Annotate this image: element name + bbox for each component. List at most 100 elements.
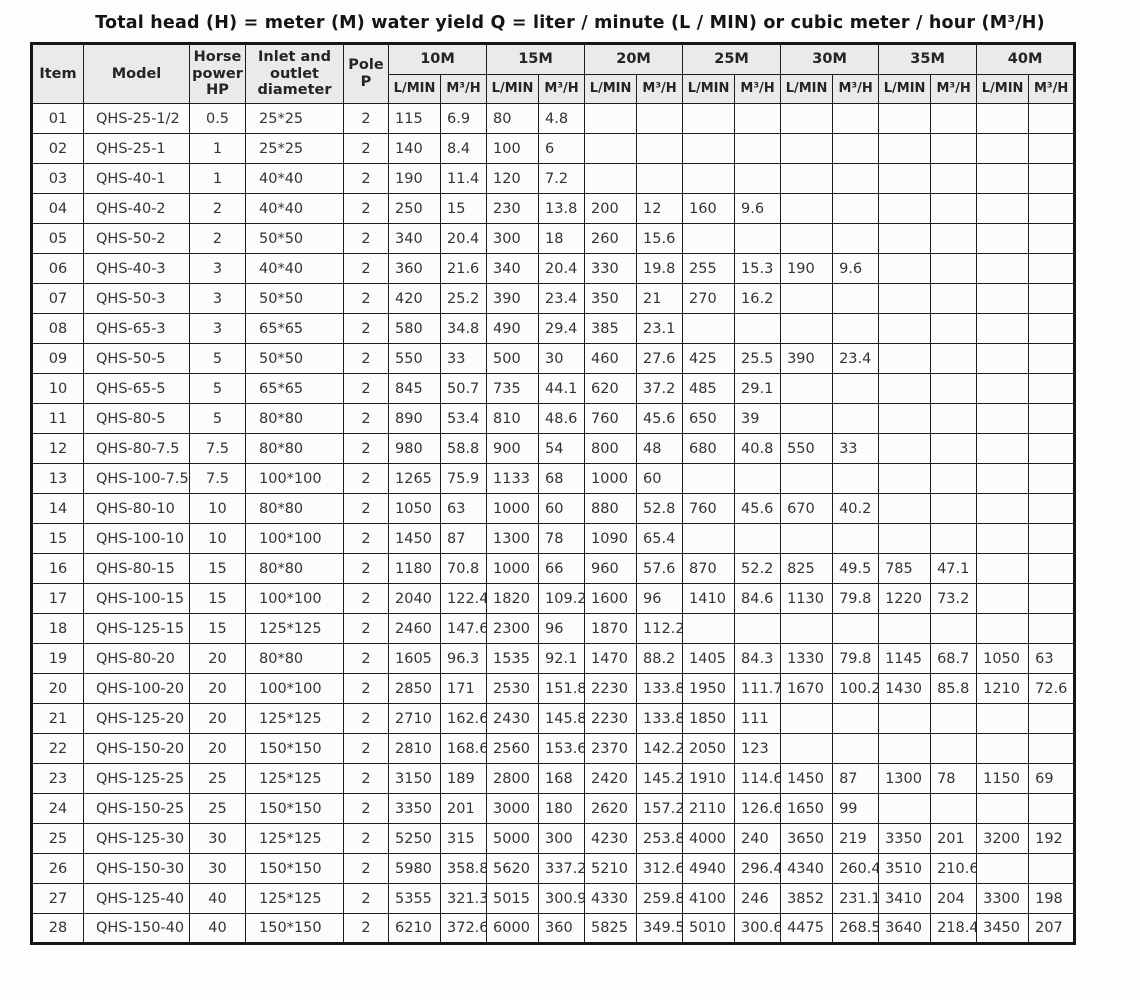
cell-lmin: 2230 <box>584 703 638 734</box>
cell-model: QHS-40-3 <box>83 253 190 284</box>
cell-lmin: 3200 <box>976 823 1030 854</box>
cell-lmin: 670 <box>780 493 834 524</box>
cell-diameter: 50*50 <box>245 223 344 254</box>
cell-lmin: 1405 <box>682 643 736 674</box>
cell-lmin: 550 <box>388 343 441 374</box>
cell-lmin: 1000 <box>486 553 540 584</box>
cell-m3h: 114.6 <box>734 763 782 794</box>
cell-m3h: 349.5 <box>636 913 684 944</box>
cell-lmin: 250 <box>388 193 441 224</box>
sub-header-m3h: M³/H <box>832 74 880 104</box>
cell-pole: 2 <box>343 703 389 734</box>
cell-lmin: 1950 <box>682 673 736 704</box>
cell-diameter: 40*40 <box>245 253 344 284</box>
table-row: 06 QHS-40-3 3 40*40 2 360 21.6 340 20.4 330 19.8 25… <box>31 253 1076 284</box>
header-row-units: L/MIN M³/H L/MIN M³/H L/MIN M³/H L/MIN M… <box>32 74 1076 104</box>
cell-model: QHS-50-3 <box>83 283 190 314</box>
table-row: 09 QHS-50-5 5 50*50 2 550 33 500 30 460 27.6 425 25.… <box>31 343 1076 374</box>
cell-lmin: 1410 <box>682 583 736 614</box>
cell-lmin <box>878 313 932 344</box>
cell-diameter: 125*125 <box>245 823 344 854</box>
cell-item: 03 <box>31 163 84 194</box>
cell-item: 06 <box>31 253 84 284</box>
cell-m3h <box>930 253 978 284</box>
cell-m3h <box>1028 163 1076 194</box>
cell-lmin <box>878 343 932 374</box>
cell-m3h: 268.5 <box>832 913 880 944</box>
cell-model: QHS-150-25 <box>83 793 190 824</box>
cell-m3h: 296.4 <box>734 853 782 884</box>
cell-lmin: 5000 <box>486 823 540 854</box>
col-header-model: Model <box>83 43 190 104</box>
cell-m3h: 78 <box>930 763 978 794</box>
cell-m3h: 15.6 <box>636 223 684 254</box>
cell-lmin: 825 <box>780 553 834 584</box>
cell-m3h: 23.4 <box>538 283 586 314</box>
cell-model: QHS-50-2 <box>83 223 190 254</box>
cell-hp: 5 <box>189 373 246 404</box>
cell-lmin: 1430 <box>878 673 932 704</box>
cell-item: 14 <box>31 493 84 524</box>
cell-m3h: 44.1 <box>538 373 586 404</box>
cell-m3h: 88.2 <box>636 643 684 674</box>
cell-m3h: 23.4 <box>832 343 880 374</box>
cell-lmin: 1850 <box>682 703 736 734</box>
cell-lmin <box>878 703 932 734</box>
cell-m3h <box>636 103 684 134</box>
cell-m3h <box>734 223 782 254</box>
cell-lmin <box>780 313 834 344</box>
cell-lmin: 190 <box>780 253 834 284</box>
cell-pole: 2 <box>343 823 389 854</box>
cell-lmin: 880 <box>584 493 638 524</box>
cell-m3h <box>1028 223 1076 254</box>
cell-lmin: 1300 <box>878 763 932 794</box>
cell-m3h <box>734 523 782 554</box>
table-row: 10 QHS-65-5 5 65*65 2 845 50.7 735 44.1 620 37.2 48… <box>31 373 1076 404</box>
cell-lmin: 1910 <box>682 763 736 794</box>
cell-lmin: 1870 <box>584 613 638 644</box>
cell-lmin: 5825 <box>584 913 638 944</box>
col-header-horsepower: Horse power HP <box>189 43 246 104</box>
cell-m3h: 60 <box>636 463 684 494</box>
cell-lmin: 425 <box>682 343 736 374</box>
cell-m3h: 27.6 <box>636 343 684 374</box>
cell-m3h: 207 <box>1028 913 1076 944</box>
cell-m3h: 57.6 <box>636 553 684 584</box>
cell-lmin <box>584 133 638 164</box>
cell-model: QHS-125-20 <box>83 703 190 734</box>
cell-lmin <box>584 103 638 134</box>
cell-hp: 20 <box>189 643 246 674</box>
cell-item: 19 <box>31 643 84 674</box>
cell-hp: 7.5 <box>189 433 246 464</box>
cell-m3h <box>734 313 782 344</box>
cell-model: QHS-150-30 <box>83 853 190 884</box>
cell-lmin: 845 <box>388 373 441 404</box>
cell-lmin: 980 <box>388 433 441 464</box>
cell-m3h: 87 <box>832 763 880 794</box>
cell-lmin: 100 <box>486 133 540 164</box>
cell-hp: 5 <box>189 403 246 434</box>
table-row: 01 QHS-25-1/2 0.5 25*25 2 115 6.9 80 4.8 <box>31 103 1076 134</box>
cell-model: QHS-50-5 <box>83 343 190 374</box>
cell-model: QHS-150-20 <box>83 733 190 764</box>
cell-m3h: 142.2 <box>636 733 684 764</box>
cell-hp: 3 <box>189 313 246 344</box>
cell-lmin: 810 <box>486 403 540 434</box>
cell-m3h <box>1028 343 1076 374</box>
cell-diameter: 65*65 <box>245 373 344 404</box>
cell-m3h: 219 <box>832 823 880 854</box>
cell-m3h <box>734 103 782 134</box>
cell-lmin: 2530 <box>486 673 540 704</box>
cell-m3h <box>636 133 684 164</box>
cell-lmin: 1450 <box>780 763 834 794</box>
cell-lmin <box>780 223 834 254</box>
cell-m3h: 18 <box>538 223 586 254</box>
cell-lmin: 120 <box>486 163 540 194</box>
cell-m3h: 100.2 <box>832 673 880 704</box>
cell-lmin: 3640 <box>878 913 932 944</box>
cell-item: 12 <box>31 433 84 464</box>
cell-m3h: 65.4 <box>636 523 684 554</box>
cell-lmin <box>780 463 834 494</box>
cell-m3h: 112.2 <box>636 613 684 644</box>
cell-m3h <box>1028 373 1076 404</box>
